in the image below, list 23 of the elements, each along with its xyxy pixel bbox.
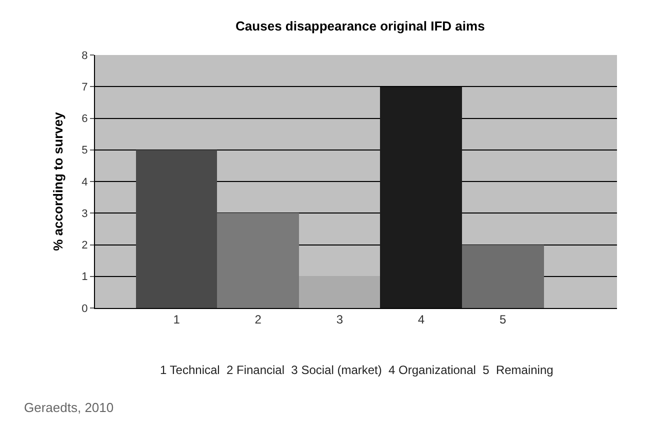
chart-title: Causes disappearance original IFD aims [236, 18, 485, 34]
bar [299, 276, 380, 308]
y-axis-title: % according to survey [50, 111, 66, 251]
y-tick-label: 6 [82, 113, 88, 126]
y-tick-label: 4 [82, 176, 88, 188]
y-tick-label: 2 [82, 240, 88, 252]
y-tick-label: 8 [82, 50, 88, 62]
y-tick-label: 3 [82, 208, 88, 220]
text: 1 Technical 2 Financial 3 Social (market) 4 Organizational 5 Remaining [160, 363, 554, 377]
bar [380, 87, 462, 308]
bar [217, 213, 299, 308]
y-tick-label: 1 [82, 271, 88, 284]
bar [136, 150, 217, 308]
bar [462, 245, 544, 308]
y-tick-label: 0 [82, 302, 88, 315]
x-tick-label: 4 [418, 312, 425, 326]
x-tick-label: 5 [499, 312, 506, 326]
text: Geraedts, 2010 [24, 400, 114, 415]
x-tick-label: 2 [254, 312, 262, 326]
y-tick-label: 5 [82, 144, 88, 157]
x-tick-label: 3 [336, 312, 344, 326]
x-tick-label: 1 [173, 312, 180, 326]
y-tick-label: 7 [82, 81, 88, 94]
